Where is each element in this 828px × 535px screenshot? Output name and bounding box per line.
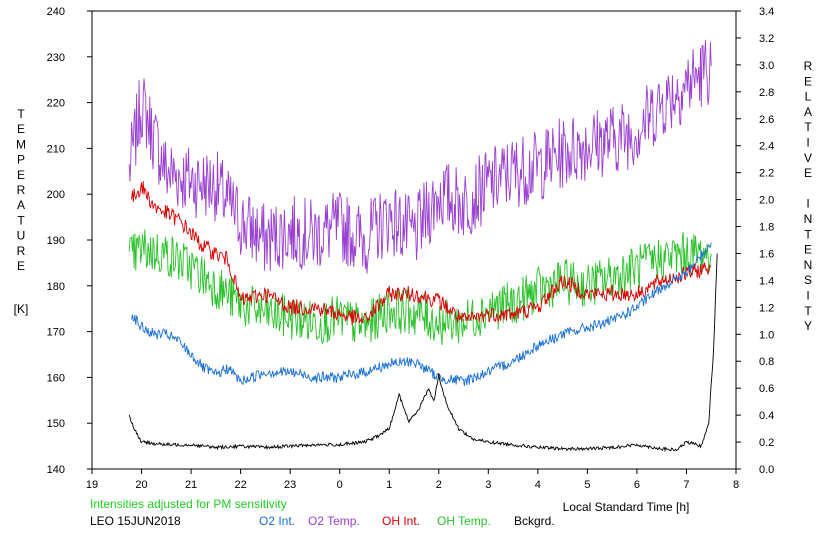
y-right-label-letter: E — [804, 166, 812, 180]
y-right-tick-label: 0.2 — [759, 437, 774, 449]
y-left-tick-label: 190 — [47, 235, 65, 247]
y-right-label-letter: I — [806, 136, 809, 150]
series-line-o2-int — [131, 242, 712, 387]
x-tick-label: 20 — [135, 479, 147, 491]
y-right-tick-label: 1.6 — [759, 248, 774, 260]
y-right-tick-label: 2.2 — [759, 168, 774, 180]
y-left-label-letter: A — [17, 198, 25, 212]
y-left-tick-label: 200 — [47, 189, 65, 201]
y-right-tick-label: 1.4 — [759, 275, 774, 287]
y-right-label-letter: E — [804, 74, 812, 88]
x-tick-label: 2 — [436, 479, 442, 491]
y-left-label-letter: E — [17, 259, 25, 273]
y-right-label-letter: A — [804, 105, 812, 119]
y-left-unit: [K] — [14, 302, 29, 316]
axes-layer: 19 20 21 22 23 0 1 2 3 4 5 6 7 8140150160170180190200… — [14, 6, 813, 491]
pm-sensitivity-note: Intensities adjusted for PM sensitivity — [90, 497, 287, 511]
y-left-label-letter: T — [17, 213, 25, 227]
y-left-label-letter: R — [17, 244, 26, 258]
series-layer — [128, 39, 718, 453]
y-right-label-letter: R — [804, 59, 813, 73]
y-left-tick-label: 180 — [47, 281, 65, 293]
y-right-label-letter: T — [804, 120, 812, 134]
y-left-tick-label: 160 — [47, 372, 65, 384]
y-left-label-letter: U — [17, 229, 26, 243]
series-line-oh-temp — [128, 229, 712, 345]
y-left-tick-label: 150 — [47, 418, 65, 430]
y-right-tick-label: 0.6 — [759, 383, 774, 395]
series-line-oh-int — [131, 181, 712, 326]
legend-oh-int: OH Int. — [382, 514, 421, 528]
y-right-tick-label: 2.0 — [759, 195, 774, 207]
series-line-bckgrd — [128, 253, 718, 453]
x-tick-label: 23 — [284, 479, 296, 491]
y-right-label-letter: I — [806, 289, 809, 303]
y-right-label-letter: N — [804, 212, 813, 226]
y-left-label-letter: E — [17, 122, 25, 136]
y-right-tick-label: 1.8 — [759, 222, 774, 234]
x-tick-label: 0 — [337, 479, 343, 491]
x-tick-label: 5 — [584, 479, 590, 491]
y-left-label-letter: M — [16, 137, 26, 151]
y-right-label-letter: V — [804, 151, 812, 165]
y-right-tick-label: 0.0 — [759, 464, 774, 476]
y-left-tick-label: 210 — [47, 143, 65, 155]
y-right-label-letter: E — [804, 243, 812, 257]
y-right-tick-label: 3.2 — [759, 33, 774, 45]
x-tick-label: 6 — [634, 479, 640, 491]
y-left-label-letter: T — [17, 107, 25, 121]
y-right-tick-label: 3.0 — [759, 60, 774, 72]
y-right-tick-label: 1.2 — [759, 302, 774, 314]
station-label: LEO 15JUN2018 — [90, 514, 181, 528]
x-axis-label: Local Standard Time [h] — [563, 500, 690, 514]
y-left-label-letter: R — [17, 183, 26, 197]
y-right-label-letter: T — [804, 304, 812, 318]
y-left-label-letter: P — [17, 153, 25, 167]
x-tick-label: 1 — [386, 479, 392, 491]
legend-bckgrd: Bckgrd. — [514, 514, 555, 528]
y-right-label-letter: Y — [804, 319, 812, 333]
y-right-label-letter: L — [805, 90, 812, 104]
y-right-tick-label: 3.4 — [759, 6, 774, 18]
x-tick-label: 22 — [234, 479, 246, 491]
legend-o2-temp: O2 Temp. — [308, 514, 360, 528]
legend-oh-temp: OH Temp. — [437, 514, 491, 528]
x-tick-label: 19 — [86, 479, 98, 491]
legend-o2-int: O2 Int. — [259, 514, 296, 528]
y-left-tick-label: 170 — [47, 327, 65, 339]
y-right-tick-label: 0.4 — [759, 410, 774, 422]
x-tick-label: 3 — [485, 479, 491, 491]
x-tick-label: 4 — [535, 479, 541, 491]
y-left-tick-label: 140 — [47, 464, 65, 476]
x-tick-label: 7 — [683, 479, 689, 491]
x-tick-label: 8 — [733, 479, 739, 491]
series-line-o2-temp — [128, 39, 712, 274]
y-right-label-letter: T — [804, 227, 812, 241]
y-right-label-letter: N — [804, 258, 813, 272]
y-right-label-letter: S — [804, 273, 812, 287]
y-right-tick-label: 1.0 — [759, 329, 774, 341]
y-right-tick-label: 2.6 — [759, 114, 774, 126]
y-left-label-letter: E — [17, 168, 25, 182]
y-right-tick-label: 0.8 — [759, 356, 774, 368]
y-right-label-letter: I — [806, 197, 809, 211]
y-right-tick-label: 2.4 — [759, 141, 774, 153]
x-tick-label: 21 — [185, 479, 197, 491]
y-left-tick-label: 220 — [47, 98, 65, 110]
plot-frame — [91, 10, 737, 470]
y-left-tick-label: 240 — [47, 6, 65, 18]
y-right-tick-label: 2.8 — [759, 87, 774, 99]
y-left-tick-label: 230 — [47, 52, 65, 64]
